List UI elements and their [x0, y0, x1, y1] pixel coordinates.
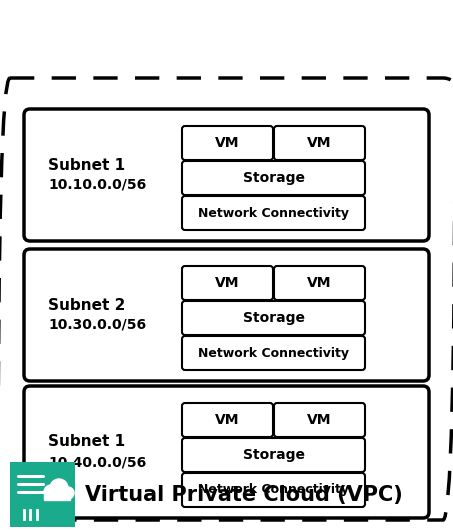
Text: 10.40.0.0/56: 10.40.0.0/56	[48, 455, 146, 469]
Text: Storage: Storage	[242, 311, 304, 325]
Text: Virtual Private Cloud (VPC): Virtual Private Cloud (VPC)	[85, 484, 403, 505]
Text: Network Connectivity: Network Connectivity	[198, 207, 349, 219]
Text: Subnet 1: Subnet 1	[48, 435, 125, 449]
Text: VM: VM	[307, 413, 332, 427]
FancyBboxPatch shape	[182, 438, 365, 472]
Text: Subnet 2: Subnet 2	[48, 297, 125, 313]
FancyBboxPatch shape	[182, 126, 273, 160]
Text: Subnet 1: Subnet 1	[48, 157, 125, 172]
FancyBboxPatch shape	[24, 386, 429, 518]
Text: VM: VM	[215, 136, 240, 150]
FancyBboxPatch shape	[182, 266, 273, 300]
FancyBboxPatch shape	[24, 249, 429, 381]
FancyBboxPatch shape	[182, 196, 365, 230]
Text: Storage: Storage	[242, 171, 304, 185]
Text: VM: VM	[215, 276, 240, 290]
Text: Storage: Storage	[242, 448, 304, 462]
FancyBboxPatch shape	[182, 336, 365, 370]
Circle shape	[44, 485, 58, 499]
Text: Network Connectivity: Network Connectivity	[198, 347, 349, 359]
FancyBboxPatch shape	[182, 473, 365, 507]
Bar	[44, 492, 70, 500]
Circle shape	[50, 479, 68, 497]
FancyBboxPatch shape	[274, 266, 365, 300]
Text: VM: VM	[215, 413, 240, 427]
FancyBboxPatch shape	[24, 109, 429, 241]
Circle shape	[62, 487, 74, 499]
FancyBboxPatch shape	[274, 126, 365, 160]
FancyBboxPatch shape	[182, 403, 273, 437]
Text: VM: VM	[307, 276, 332, 290]
FancyBboxPatch shape	[274, 403, 365, 437]
FancyBboxPatch shape	[182, 161, 365, 195]
Text: VM: VM	[307, 136, 332, 150]
Text: Network Connectivity: Network Connectivity	[198, 483, 349, 497]
FancyBboxPatch shape	[10, 462, 75, 527]
Text: 10.30.0.0/56: 10.30.0.0/56	[48, 318, 146, 332]
FancyBboxPatch shape	[182, 301, 365, 335]
Text: 10.10.0.0/56: 10.10.0.0/56	[48, 178, 146, 192]
